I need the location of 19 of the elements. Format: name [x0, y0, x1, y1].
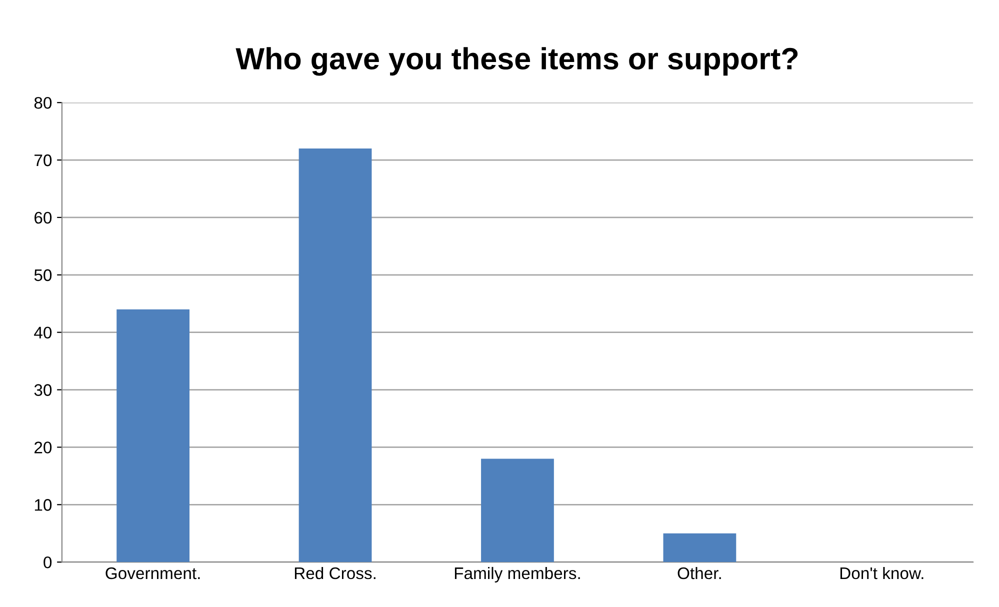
bar: [481, 458, 554, 562]
y-tick-label: 60: [34, 212, 52, 224]
x-tick-label: Don't know.: [840, 566, 924, 580]
y-tick-label: 30: [34, 384, 52, 396]
y-tick-label: 80: [34, 96, 52, 109]
x-tick-label: Other.: [678, 566, 721, 580]
y-tick-label: 40: [34, 326, 52, 339]
x-tick-label: Red Cross.: [294, 566, 376, 580]
y-tick-label: 50: [34, 269, 52, 282]
y-tick-label: 10: [34, 499, 52, 511]
x-tick-label: Family members.: [454, 566, 580, 582]
bar: [298, 148, 372, 562]
bar: [663, 533, 736, 562]
y-tick-label: 70: [34, 154, 52, 166]
chart-title: Who gave you these items or support?: [236, 47, 798, 76]
y-tick-label: 20: [34, 442, 52, 454]
y-tick-label: 0: [44, 556, 52, 568]
bar: [116, 309, 190, 562]
x-tick-label: Government.: [106, 567, 200, 580]
